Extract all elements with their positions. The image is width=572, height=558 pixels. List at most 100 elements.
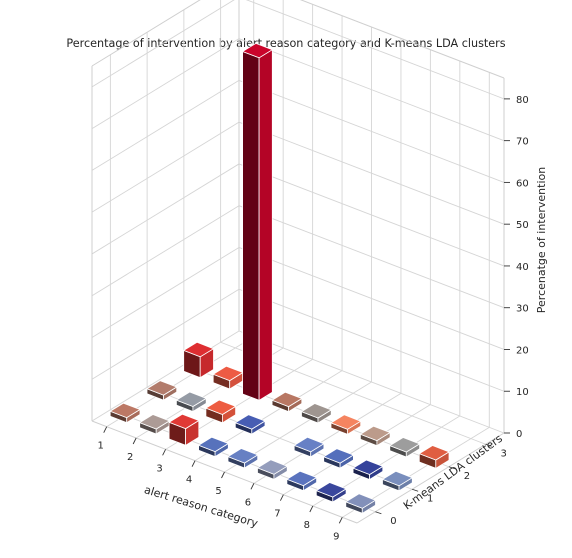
bar-top-face — [330, 414, 362, 430]
y-tick-label: 2 — [464, 471, 470, 482]
bar-top-face — [352, 459, 384, 475]
bar-x4-y0 — [198, 436, 229, 458]
bar-top-face — [205, 399, 237, 415]
z-tick-label: 50 — [516, 220, 529, 231]
bar-x4-y1 — [234, 414, 266, 435]
x-tick-mark — [191, 460, 196, 467]
x-axis-label: alert reason category — [143, 483, 260, 530]
z-tick-label: 10 — [516, 387, 529, 398]
bar-top-face — [418, 445, 450, 461]
bar-top-face — [227, 448, 259, 464]
bar-front-face — [242, 51, 260, 401]
back-gridline-z — [238, 205, 505, 309]
back-gridline-z — [238, 79, 505, 183]
z-tick-label: 0 — [516, 429, 522, 440]
x-tick-mark — [162, 449, 167, 456]
x-tick-label: 1 — [98, 441, 104, 452]
back-gridline-z — [238, 247, 505, 350]
side-gridline-z — [91, 121, 240, 213]
bar-x9-y0 — [345, 493, 376, 514]
bar-top-face — [109, 402, 141, 419]
bar-x6-y2 — [330, 414, 362, 435]
back-gridline-z — [238, 121, 505, 225]
z-tick-label: 20 — [516, 345, 529, 356]
bar-x3-y2 — [242, 43, 273, 401]
z-axis-label: Percenatge of intervention — [535, 167, 548, 313]
bar-top-face — [234, 414, 266, 430]
y-tick-label: 1 — [427, 493, 433, 504]
pane-edge — [91, 0, 201, 67]
bar-top-face — [323, 448, 354, 464]
bar-x1-y0 — [109, 402, 141, 424]
side-gridline-z — [91, 247, 240, 338]
bar-x6-y1 — [293, 436, 325, 458]
bar-top-face — [382, 470, 413, 487]
x-tick-mark — [309, 505, 314, 513]
bar-x4-y2 — [271, 391, 303, 413]
side-gridline-z — [91, 288, 240, 380]
z-tick-label: 30 — [516, 304, 529, 315]
x-tick-label: 8 — [304, 520, 310, 531]
bar-top-face — [257, 459, 288, 475]
bar-top-face — [301, 403, 332, 419]
z-tick-label: 40 — [516, 262, 529, 273]
bar-x3-y1 — [205, 399, 237, 424]
bar-x7-y0 — [286, 470, 318, 492]
x-tick-mark — [132, 437, 137, 445]
chart-title: Percentage of intervention by alert reas… — [66, 37, 505, 50]
x-tick-label: 5 — [215, 486, 221, 497]
bar-x8-y1 — [352, 459, 384, 480]
x-tick-mark — [103, 426, 108, 433]
bar-top-face — [286, 470, 318, 487]
y-tick-mark — [375, 511, 382, 515]
bar-top-face — [271, 391, 303, 408]
bar-side-face — [258, 49, 273, 401]
bar-x1-y2 — [183, 341, 214, 379]
bar-top-face — [183, 341, 214, 358]
bar-x2-y0 — [139, 414, 170, 435]
x-tick-label: 9 — [333, 531, 339, 542]
bar-x7-y1 — [323, 448, 354, 469]
y-axis-line — [356, 432, 505, 524]
bar-x1-y1 — [146, 380, 178, 401]
z-tick-label: 70 — [516, 137, 529, 148]
bar-top-face — [315, 482, 347, 498]
bar-x5-y0 — [227, 448, 259, 469]
y-tick-mark — [485, 443, 492, 447]
side-gridline-z — [91, 80, 240, 171]
bar-x8-y2 — [389, 437, 421, 458]
z-tick-label: 60 — [516, 178, 529, 189]
bar-top-face — [175, 391, 207, 407]
bar-top-face — [345, 493, 376, 509]
x-tick-label: 3 — [156, 463, 162, 474]
bar-x2-y1 — [175, 391, 207, 412]
y-tick-label: 0 — [390, 516, 396, 527]
bar-top-face — [242, 43, 273, 59]
bar-top-face — [139, 414, 170, 430]
back-gridline-z — [245, 0, 505, 100]
side-gridline-z — [91, 205, 240, 297]
back-gridline-z — [238, 38, 505, 142]
x-tick-mark — [279, 494, 284, 501]
y-tick-mark — [448, 466, 456, 470]
x-tick-label: 7 — [274, 509, 280, 520]
bar-top-face — [389, 437, 421, 453]
bar-x7-y2 — [359, 425, 391, 447]
bar-series — [109, 43, 450, 514]
bar-x5-y2 — [301, 403, 332, 424]
back-gridline-z — [238, 330, 505, 434]
side-gridline-z — [91, 163, 240, 255]
y-tick-mark — [411, 488, 419, 492]
bar-top-face — [146, 380, 178, 396]
side-gridline-z — [91, 0, 235, 88]
bar-top-face — [293, 436, 325, 453]
bar-top-face — [198, 436, 229, 453]
x-tick-label: 4 — [186, 475, 192, 486]
side-gridline-z — [91, 38, 240, 130]
x-tick-label: 2 — [127, 452, 133, 463]
x-tick-label: 6 — [245, 497, 251, 508]
x-tick-mark — [250, 483, 255, 490]
back-gridline-z — [238, 288, 505, 392]
